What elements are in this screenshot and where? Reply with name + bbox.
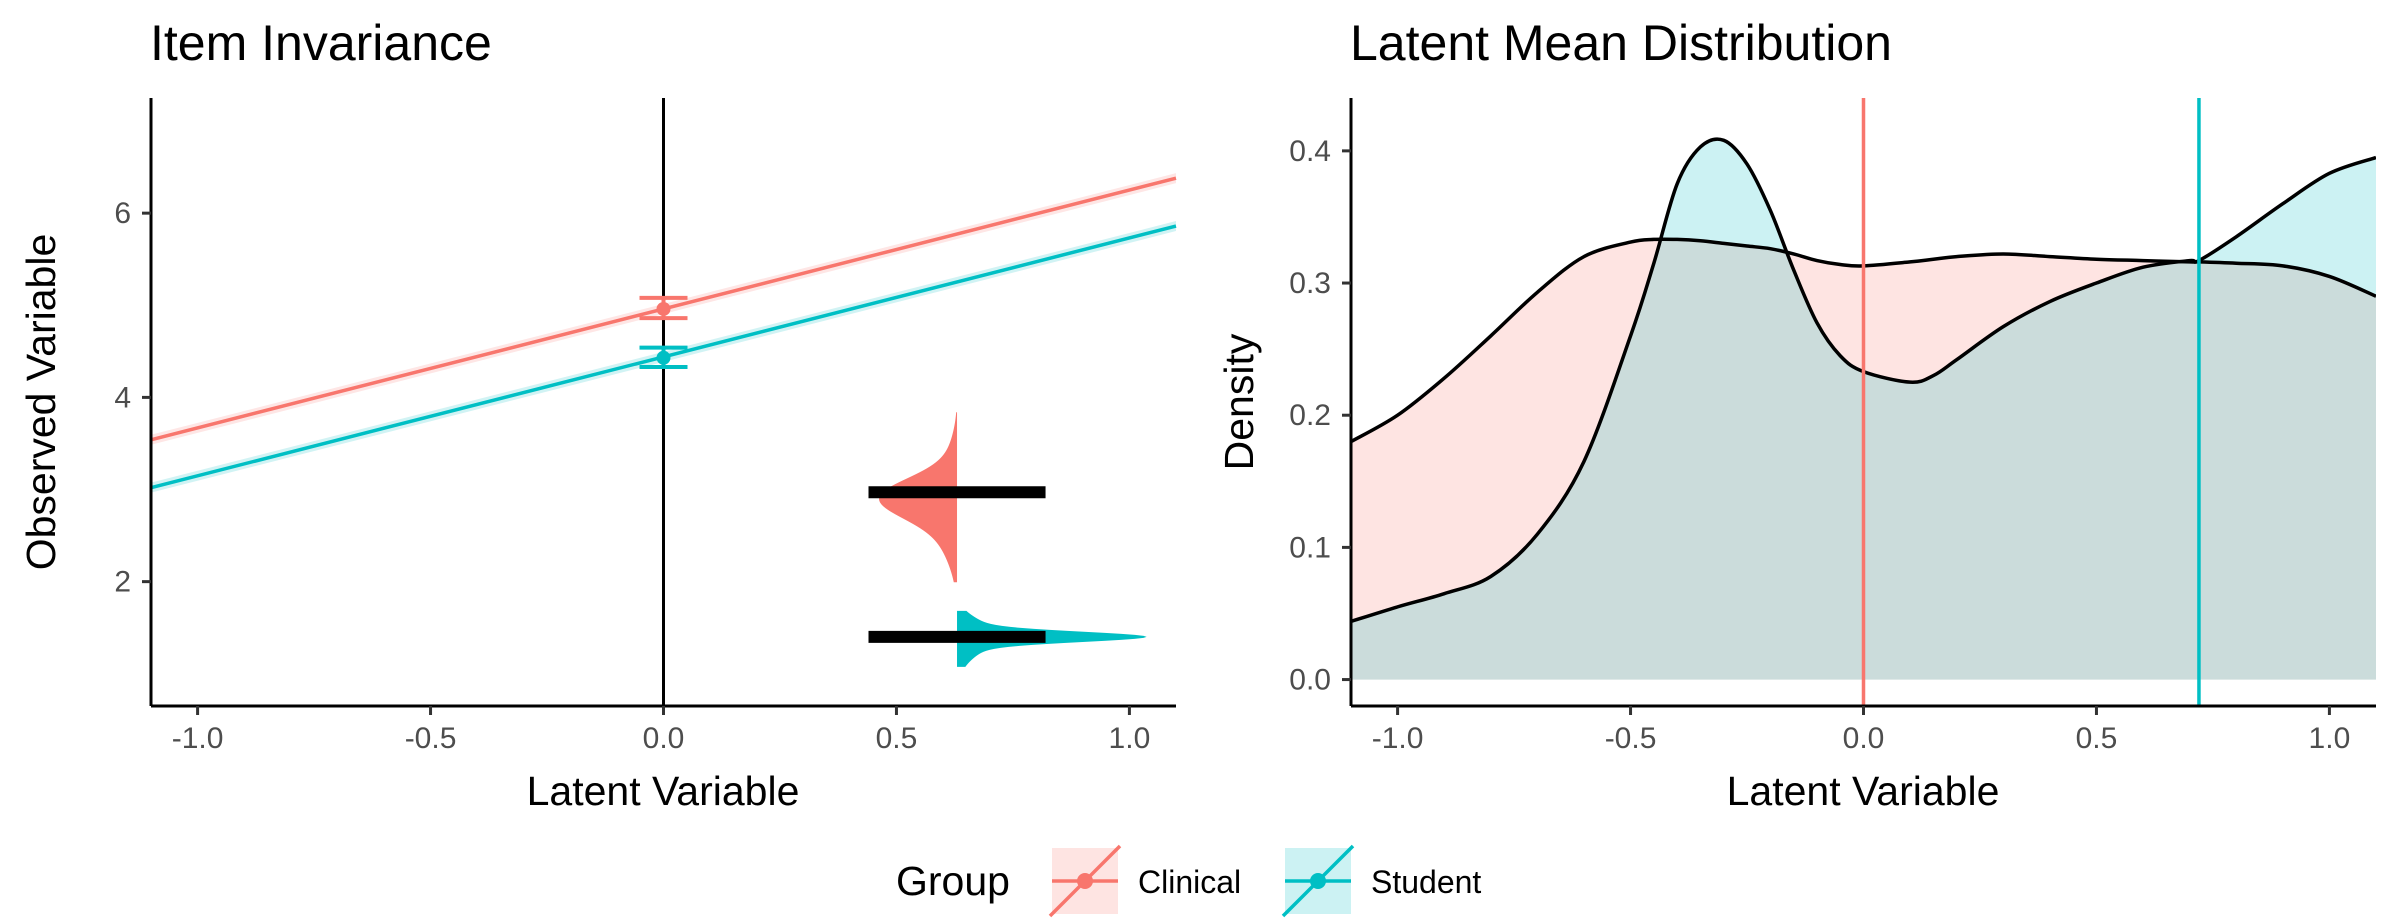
left-panel-title: Item Invariance	[150, 15, 492, 71]
left-y-axis-title: Observed Variable	[18, 234, 64, 571]
left-x-tick-label: 0.5	[876, 722, 918, 755]
left-y-tick-label: 4	[114, 381, 131, 414]
right-y-tick-label: 0.3	[1289, 267, 1331, 300]
legend-point-student	[1310, 873, 1326, 889]
student-density-curve	[1351, 137, 2376, 624]
right-x-tick-label: 0.0	[1843, 722, 1885, 755]
right-y-axis-title: Density	[1216, 333, 1262, 470]
left-y-tick-label: 2	[114, 566, 131, 599]
legend-point-clinical	[1077, 873, 1093, 889]
right-panel: -1.0 -0.5 0.0 0.5 1.0 0.0 0.1 0.2 0.3 0.4	[1289, 98, 2376, 755]
right-x-tick-label: 1.0	[2309, 722, 2351, 755]
right-x-axis-title: Latent Variable	[1727, 768, 2000, 814]
student-distribution	[957, 610, 1147, 667]
right-x-tick-label: 0.5	[2076, 722, 2118, 755]
legend: Group Clinical Student	[896, 844, 1481, 918]
left-panel: -1.0 -0.5 0.0 0.5 1.0 2 4 6	[114, 98, 1177, 755]
student-intercept-errorbar	[639, 345, 688, 369]
left-x-tick-label: 0.0	[643, 722, 685, 755]
legend-label-student: Student	[1371, 864, 1481, 900]
clinical-intercept-point	[656, 301, 671, 316]
left-y-tick-label: 6	[114, 197, 131, 230]
left-x-axis-title: Latent Variable	[527, 768, 800, 814]
right-y-tick-label: 0.0	[1289, 664, 1331, 697]
right-y-tick-label: 0.2	[1289, 399, 1331, 432]
left-x-tick-label: 1.0	[1109, 722, 1151, 755]
student-intercept-point	[656, 350, 671, 365]
right-x-tick-label: -1.0	[1372, 722, 1424, 755]
right-y-tick-label: 0.1	[1289, 531, 1331, 564]
right-y-tick-label: 0.4	[1289, 135, 1331, 168]
legend-title: Group	[896, 858, 1010, 904]
right-panel-title: Latent Mean Distribution	[1350, 15, 1892, 71]
clinical-intercept-errorbar	[639, 295, 688, 321]
legend-label-clinical: Clinical	[1138, 864, 1241, 900]
left-x-tick-label: -1.0	[172, 722, 224, 755]
left-x-tick-label: -0.5	[405, 722, 457, 755]
legend-item-student: Student	[1281, 844, 1481, 918]
right-x-tick-label: -0.5	[1605, 722, 1657, 755]
legend-item-clinical: Clinical	[1048, 844, 1241, 918]
